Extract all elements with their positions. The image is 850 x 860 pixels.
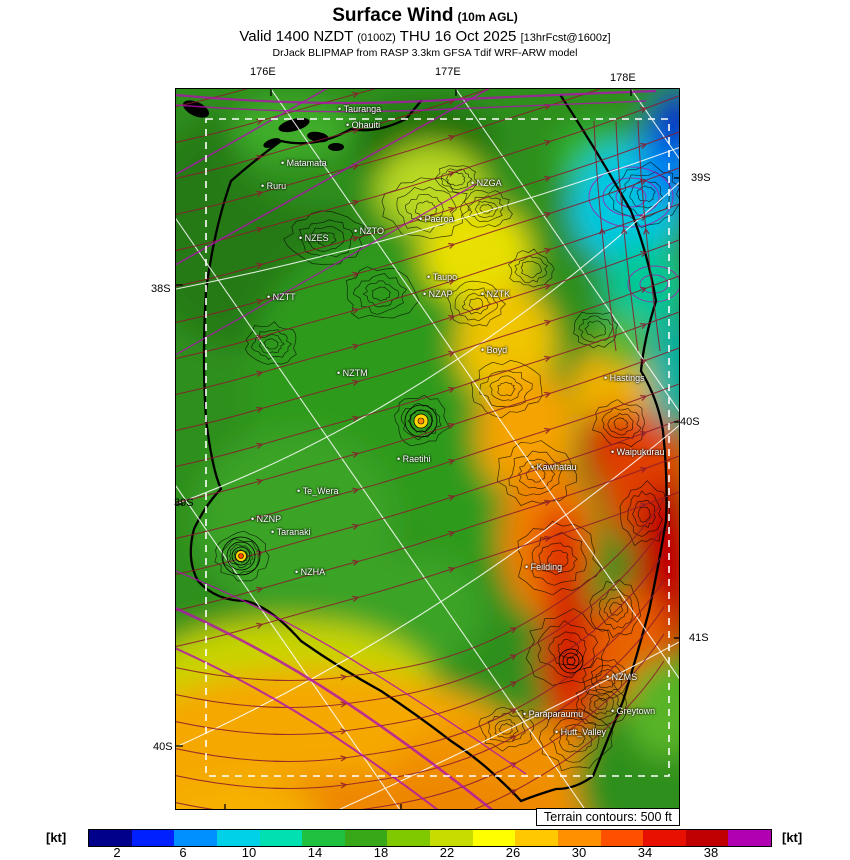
map-label-nztm: NZTM xyxy=(337,368,368,378)
colorbar-segment xyxy=(387,830,430,846)
title-main: Surface Wind xyxy=(332,5,454,26)
map-label-feilding: Feilding xyxy=(525,562,563,572)
colorbar-segment xyxy=(685,830,729,846)
colorbar-tick: 34 xyxy=(637,845,653,860)
map-label-kawhatau: Kawhatau xyxy=(531,462,577,472)
map-label-nztt: NZTT xyxy=(267,292,296,302)
map-label-matamata: Matamata xyxy=(281,158,327,168)
map-label-boyd: Boyd xyxy=(481,345,508,355)
map-label-waipukurau: Waipukurau xyxy=(611,447,665,457)
model-domain-boundary xyxy=(205,118,670,777)
header: Surface Wind (10m AGL) Valid 1400 NZDT (0… xyxy=(0,5,850,59)
wind-speed-field xyxy=(176,89,679,809)
colorbar-segment xyxy=(430,830,473,846)
map-label-tauranga: Tauranga xyxy=(338,104,382,114)
streamline xyxy=(637,120,661,352)
colorbar-segment xyxy=(259,830,303,846)
colorbar-segment xyxy=(302,830,345,846)
colorbar-tick: 10 xyxy=(241,845,257,860)
map-label-nzha: NZHA xyxy=(295,567,326,577)
map-label-nzes: NZES xyxy=(299,233,329,243)
terrain-contour xyxy=(214,530,270,582)
map-label-nzap: NZAP xyxy=(423,289,453,299)
colorbar-segment xyxy=(643,830,686,846)
colorbar-ticks: 2 6 10 14 18 22 26 30 34 38 xyxy=(84,845,744,860)
map-label-greytown: Greytown xyxy=(611,706,656,716)
map-label-nzto: NZTO xyxy=(354,226,384,236)
map-label-hutt-valley: Hutt_Valley xyxy=(555,727,606,737)
colorbar-segment xyxy=(174,830,217,846)
axis-label-right-41s: 41S xyxy=(689,632,709,644)
axis-label-left-38s: 38S xyxy=(151,283,171,295)
streamline xyxy=(593,120,617,352)
map-label-paeroa: Paeroa xyxy=(419,214,454,224)
colorbar-segment xyxy=(600,830,644,846)
terrain-contours-note: Terrain contours: 500 ft xyxy=(536,808,680,826)
colorbar-segment xyxy=(131,830,175,846)
colorbar-segment xyxy=(344,830,388,846)
colorbar-tick: 22 xyxy=(439,845,455,860)
axis-label-178e: 178E xyxy=(610,72,636,84)
colorbar-segment xyxy=(557,830,601,846)
colorbar-segment xyxy=(728,830,771,846)
valid-prefix: Valid 1400 NZDT xyxy=(239,28,354,45)
colorbar-tick: 2 xyxy=(113,845,121,860)
map-label-te-wera: Te_Wera xyxy=(297,486,339,496)
page-title: Surface Wind (10m AGL) xyxy=(0,5,850,27)
terrain-note-text: Terrain contours: 500 ft xyxy=(544,810,672,824)
terrain-contour xyxy=(593,697,608,710)
valid-time-line: Valid 1400 NZDT (0100Z) THU 16 Oct 2025 … xyxy=(0,28,850,45)
terrain-contour xyxy=(582,657,631,702)
map-label-nzms: NZMS xyxy=(606,672,638,682)
axis-label-right-40s: 40S xyxy=(680,416,700,428)
valid-zulu: (0100Z) xyxy=(357,32,396,44)
colorbar-unit-right: [kt] xyxy=(782,830,803,845)
colorbar-segment xyxy=(89,830,132,846)
axis-label-177e: 177E xyxy=(435,66,461,78)
colorbar-segment xyxy=(515,830,558,846)
map-label-ohauiti: Ohauiti xyxy=(346,120,381,130)
colorbar-segment xyxy=(216,830,260,846)
colorbar-unit-left: [kt] xyxy=(46,830,67,845)
map-label-taranaki: Taranaki xyxy=(271,527,311,537)
wind-map: Tauranga Ohauiti Matamata Ruru NZGA Paer… xyxy=(175,88,680,810)
colorbar-tick: 18 xyxy=(373,845,389,860)
map-label-nznp: NZNP xyxy=(251,514,282,524)
map-label-paraparaumu: Paraparaumu xyxy=(523,709,584,719)
map-label-taupo: Taupo xyxy=(427,272,458,282)
map-label-nzga: NZGA xyxy=(471,178,502,188)
model-line: DrJack BLIPMAP from RASP 3.3km GFSA Tdif… xyxy=(272,47,578,59)
colorbar-tick: 38 xyxy=(703,845,719,860)
map-label-raetihi: Raetihi xyxy=(397,454,431,464)
colorbar-tick: 30 xyxy=(571,845,587,860)
colorbar-tick: 14 xyxy=(307,845,323,860)
terrain-contour xyxy=(589,693,614,715)
map-label-ruru: Ruru xyxy=(261,181,287,191)
terrain-contour xyxy=(557,638,579,659)
map-label-nztk: NZTK xyxy=(481,289,511,299)
wind-maxima-markers xyxy=(221,404,584,674)
streamline xyxy=(615,120,639,352)
colorbar-segment xyxy=(472,830,516,846)
axis-label-right-39s: 39S xyxy=(691,172,711,184)
axis-label-left-39s: 39S xyxy=(174,497,194,509)
map-label-hastings: Hastings xyxy=(604,373,645,383)
valid-date: THU 16 Oct 2025 xyxy=(399,28,517,45)
axis-label-left-40s: 40S xyxy=(153,741,173,753)
terrain-contour xyxy=(549,718,600,763)
title-suffix: (10m AGL) xyxy=(457,10,518,24)
terrain-contour xyxy=(228,544,254,568)
streamline xyxy=(176,491,679,647)
axis-label-176e: 176E xyxy=(250,66,276,78)
colorbar xyxy=(88,829,772,847)
wind-map-svg xyxy=(176,89,679,809)
valid-fcst: [13hrFcst@1600z] xyxy=(520,32,611,44)
colorbar-tick: 6 xyxy=(179,845,187,860)
colorbar-tick: 26 xyxy=(505,845,521,860)
convergence-streaks xyxy=(176,89,657,809)
terrain-contour xyxy=(580,688,622,720)
terrain-contour xyxy=(595,669,617,689)
frame-ticks xyxy=(176,89,679,809)
